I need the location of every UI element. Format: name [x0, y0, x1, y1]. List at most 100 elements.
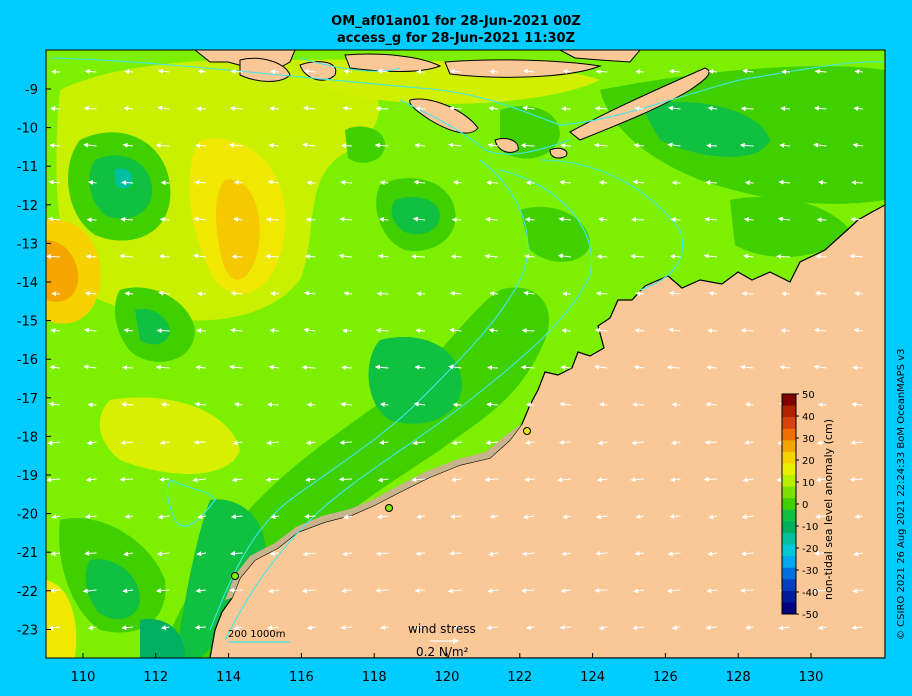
wind-arrow — [46, 477, 61, 483]
wind-arrow — [123, 327, 134, 333]
x-tick-label: 112 — [143, 670, 168, 685]
wind-arrow — [123, 106, 134, 111]
wind-arrow — [47, 440, 61, 446]
y-tick-label: -19 — [17, 469, 38, 484]
wind-arrow — [267, 179, 280, 185]
wind-arrow — [449, 514, 462, 520]
wind-arrow — [448, 142, 462, 148]
wind-arrow — [413, 401, 426, 407]
wind-arrow — [780, 106, 791, 112]
wind-arrow — [630, 253, 645, 259]
wind-arrow — [704, 440, 718, 445]
map-subtitle: access_g for 28-Jun-2021 11:30Z — [336, 31, 576, 46]
wind-arrow — [270, 69, 280, 75]
anomaly-high-zone — [216, 179, 260, 280]
wind-arrow — [230, 291, 243, 297]
wind-arrow — [635, 69, 645, 75]
wind-arrow — [596, 254, 608, 260]
wind-arrow — [269, 328, 280, 333]
wind-arrow — [668, 105, 681, 111]
wind-arrow — [51, 291, 61, 297]
wind-arrow — [486, 180, 499, 186]
wind-arrow — [669, 477, 681, 483]
wind-arrow — [155, 143, 170, 149]
wind-arrow — [306, 402, 316, 408]
wind-arrow — [228, 142, 243, 148]
wind-arrow — [158, 253, 170, 259]
wind-arrow — [450, 477, 462, 483]
wind-arrow — [559, 401, 572, 407]
wind-arrow — [525, 625, 535, 631]
wind-arrow — [84, 69, 97, 75]
plot-frame — [45, 49, 886, 659]
station-marker — [231, 572, 239, 580]
wind-stress-value: 0.2 N/m² — [416, 645, 469, 659]
wind-arrow — [303, 68, 316, 74]
wind-arrow — [157, 68, 170, 74]
wind-arrow — [524, 476, 535, 482]
wind-arrow — [667, 142, 681, 148]
x-tick-label: 116 — [289, 670, 314, 685]
anomaly-low-zone — [520, 206, 590, 262]
wind-arrow — [485, 216, 499, 222]
wind-arrow — [634, 551, 645, 556]
wind-arrow — [562, 514, 572, 520]
wind-arrow — [86, 440, 97, 446]
credit-text: © CSIRO 2021 26 Aug 2021 22:24:33 BoM Oc… — [896, 348, 907, 641]
wind-arrow — [743, 253, 754, 259]
wind-arrow — [705, 625, 718, 631]
wind-arrow — [813, 142, 827, 148]
y-tick-label: -23 — [17, 623, 38, 638]
y-tick-label: -13 — [17, 237, 38, 252]
wind-arrow — [378, 253, 389, 259]
colorbar-segment — [782, 509, 796, 522]
wind-arrow — [343, 69, 353, 75]
wind-arrow — [233, 180, 243, 186]
wind-arrow — [633, 142, 645, 148]
wind-arrow — [854, 514, 864, 519]
wind-arrow — [632, 625, 645, 631]
wind-arrow — [452, 625, 462, 631]
wind-arrow — [853, 551, 864, 557]
wind-arrow — [489, 514, 499, 519]
wind-arrow — [707, 551, 718, 557]
wind-arrow — [706, 588, 718, 594]
island — [299, 61, 337, 81]
wind-arrow — [156, 328, 170, 334]
colorbar-segment — [782, 440, 796, 453]
wind-arrow — [523, 290, 535, 296]
anomaly-low-zone — [368, 337, 462, 424]
wind-arrow — [817, 625, 827, 631]
wind-arrow — [447, 588, 462, 594]
wind-arrow — [630, 477, 645, 483]
wind-arrow — [411, 477, 426, 483]
wind-arrow — [852, 142, 864, 148]
wind-arrow — [196, 551, 207, 557]
y-tick-label: -22 — [17, 585, 38, 600]
wind-arrow — [269, 106, 280, 112]
x-tick-label: 110 — [71, 670, 96, 685]
wind-arrow — [853, 327, 864, 333]
anomaly-high-zone — [46, 580, 77, 658]
wind-arrow — [375, 551, 389, 557]
wind-arrow — [195, 365, 207, 370]
colorbar-tick-label: 40 — [802, 412, 815, 423]
wind-arrow — [668, 327, 681, 333]
wind-arrow — [485, 440, 499, 446]
x-tick-label: 122 — [507, 670, 532, 685]
colorbar-segment — [782, 394, 796, 407]
wind-arrow — [412, 216, 426, 222]
wind-arrow — [743, 217, 754, 222]
colorbar-segment — [782, 544, 796, 557]
wind-arrow — [489, 69, 499, 75]
wind-arrow — [486, 402, 499, 408]
wind-arrow — [158, 290, 170, 296]
colorbar-segment — [782, 498, 796, 511]
colorbar-segment — [782, 486, 796, 499]
wind-arrow — [523, 253, 535, 259]
wind-arrow — [671, 402, 681, 408]
wind-arrow — [268, 588, 280, 594]
wind-arrow — [124, 514, 134, 519]
y-tick-label: -12 — [17, 199, 38, 214]
